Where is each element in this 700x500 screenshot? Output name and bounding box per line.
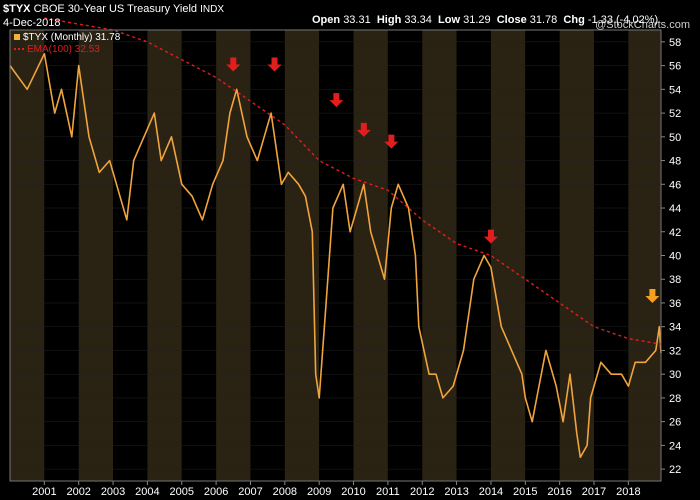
down-arrow-icon: [267, 57, 282, 72]
quote-bar: Open 33.31 High 33.34 Low 31.29 Close 31…: [312, 14, 658, 26]
y-tick-label: 22: [669, 464, 681, 476]
title-label: CBOE 30-Year US Treasury Yield: [33, 3, 198, 15]
y-tick-label: 30: [669, 369, 681, 381]
x-tick-label: 2008: [273, 486, 297, 498]
x-tick-label: 2010: [341, 486, 365, 498]
legend-label-price: $TYX (Monthly) 31.78: [23, 32, 121, 43]
y-tick-label: 54: [669, 84, 681, 96]
down-arrow-icon: [483, 229, 498, 244]
close-label: Close: [496, 14, 527, 26]
exchange-label: INDX: [200, 4, 224, 15]
chg-label: Chg: [563, 14, 585, 26]
close-value: 31.78: [529, 14, 558, 26]
low-value: 31.29: [463, 14, 491, 26]
x-tick-label: 2018: [616, 486, 640, 498]
legend-swatch-ema: [14, 48, 24, 51]
down-arrow-icon: [226, 57, 241, 72]
y-tick-label: 38: [669, 274, 681, 286]
x-tick-label: 2016: [547, 486, 571, 498]
y-tick-label: 52: [669, 108, 681, 120]
open-label: Open: [312, 14, 341, 26]
down-arrow-icon: [356, 122, 371, 137]
y-tick-label: 46: [669, 179, 681, 191]
x-tick-label: 2002: [66, 486, 90, 498]
legend-item-ema: EMA(100) 32.53: [14, 44, 120, 56]
y-tick-label: 58: [669, 37, 681, 49]
x-tick-label: 2003: [101, 486, 125, 498]
watermark: @StockCharts.com: [595, 19, 690, 31]
y-axis: 22 24 26 28 30 32 34 36 38 40 42 44 46 48 50 52 54 56 58: [661, 37, 681, 476]
y-tick-label: 34: [669, 322, 681, 334]
plot-frame: [9, 29, 662, 482]
y-tick-label: 26: [669, 417, 681, 429]
x-tick-label: 2013: [444, 486, 468, 498]
legend-label-ema: EMA(100) 32.53: [27, 44, 100, 55]
low-label: Low: [438, 14, 461, 26]
y-tick-label: 32: [669, 345, 681, 357]
down-arrow-icon: [645, 288, 660, 303]
x-tick-label: 2017: [582, 486, 606, 498]
high-value: 33.34: [404, 14, 432, 26]
legend: $TYX (Monthly) 31.78 EMA(100) 32.53: [14, 32, 120, 56]
annotation-arrows: [226, 57, 660, 303]
x-tick-label: 2011: [376, 486, 400, 498]
legend-swatch-price: [14, 34, 20, 40]
x-tick-label: 2007: [238, 486, 262, 498]
x-tick-label: 2004: [135, 486, 159, 498]
x-tick-label: 2012: [410, 486, 434, 498]
y-tick-label: 50: [669, 132, 681, 144]
x-tick-label: 2006: [204, 486, 228, 498]
x-tick-label: 2001: [32, 486, 56, 498]
x-tick-label: 2009: [307, 486, 331, 498]
x-axis: 2001 2002 2003 2004 2005 2006 2007 2008 2009 2010…: [32, 481, 641, 498]
chg-value: -1.33 (-4.02%): [587, 14, 659, 26]
y-tick-label: 44: [669, 203, 681, 215]
legend-item-price: $TYX (Monthly) 31.78: [14, 32, 120, 44]
y-tick-label: 24: [669, 440, 681, 452]
down-arrow-icon: [384, 134, 399, 149]
x-tick-label: 2014: [479, 486, 503, 498]
chart-header: $TYX CBOE 30-Year US Treasury Yield INDX: [3, 3, 224, 15]
chart-date: 4-Dec-2018: [3, 17, 61, 29]
x-tick-label: 2015: [513, 486, 537, 498]
y-tick-label: 56: [669, 61, 681, 73]
high-label: High: [376, 14, 402, 26]
down-arrow-icon: [329, 93, 344, 108]
x-tick-label: 2005: [170, 486, 194, 498]
symbol-label: $TYX: [3, 3, 31, 15]
y-tick-label: 28: [669, 393, 681, 405]
y-tick-label: 40: [669, 251, 681, 263]
price-line: [9, 52, 662, 459]
y-tick-label: 48: [669, 156, 681, 168]
price-series: [9, 52, 662, 459]
y-tick-label: 36: [669, 298, 681, 310]
open-value: 33.31: [343, 14, 371, 26]
y-tick-label: 42: [669, 227, 681, 239]
